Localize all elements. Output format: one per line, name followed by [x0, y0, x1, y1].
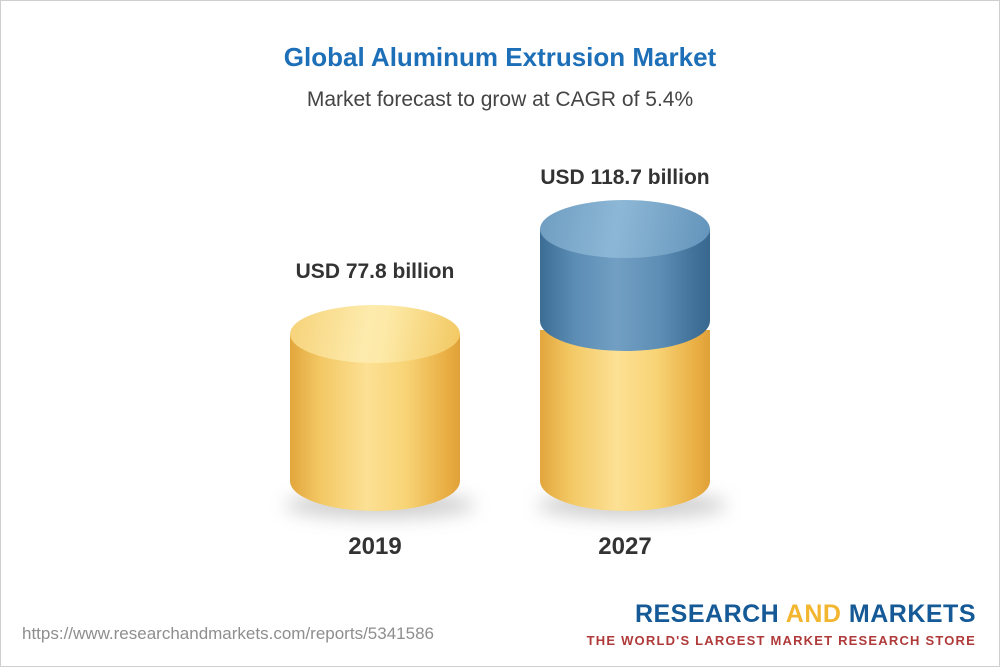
logo-wordmark: RESEARCH AND MARKETS [587, 600, 976, 629]
logo-word-research: RESEARCH [634, 600, 780, 628]
value-label-2019: USD 77.8 billion [295, 260, 455, 283]
cylinder-2027-base-segment [540, 330, 710, 511]
report-url: https://www.researchandmarkets.com/repor… [22, 624, 434, 643]
logo-tagline: THE WORLD'S LARGEST MARKET RESEARCH STOR… [586, 633, 976, 648]
cylinder-2027-top-cap [540, 200, 710, 258]
year-label-2019: 2019 [348, 533, 402, 560]
logo-word-markets: MARKETS [848, 600, 976, 628]
value-label-2027: USD 118.7 billion [540, 166, 710, 189]
cylinder-2019-top-cap [290, 305, 460, 363]
cylinder-2019-body [290, 334, 460, 511]
page-title: Global Aluminum Extrusion Market [283, 42, 717, 72]
page-subtitle: Market forecast to grow at CAGR of 5.4% [306, 88, 694, 111]
logo-word-and: AND [785, 600, 842, 628]
research-and-markets-logo: RESEARCH AND MARKETS THE WORLD'S LARGEST… [587, 600, 976, 648]
year-label-2027: 2027 [598, 533, 652, 560]
